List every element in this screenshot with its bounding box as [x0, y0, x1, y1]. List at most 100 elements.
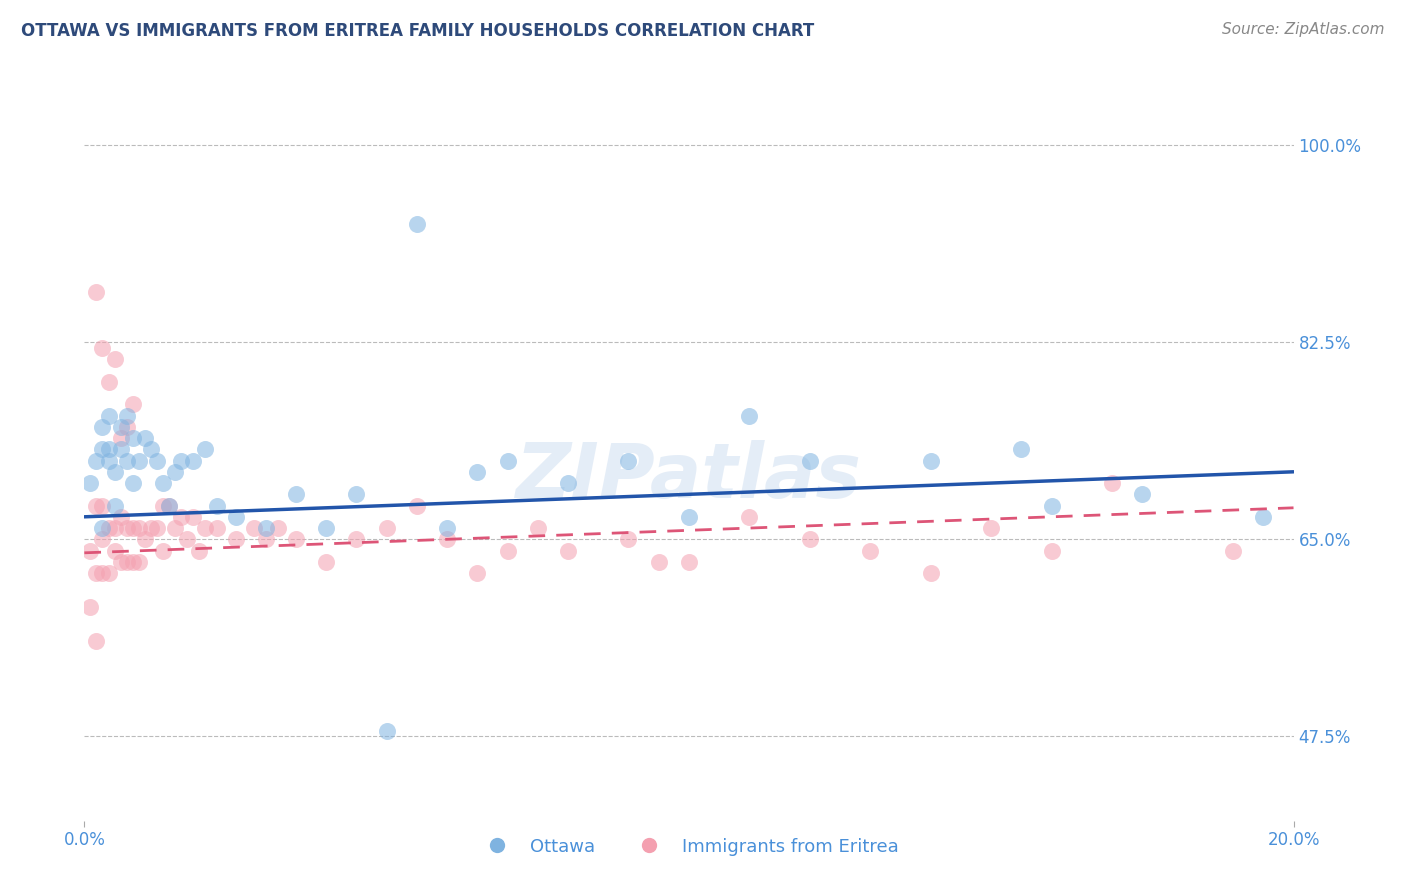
Point [110, 555, 132, 569]
Point [86, 566, 108, 580]
Point [1040, 499, 1063, 513]
Point [285, 487, 308, 501]
Point [496, 453, 519, 467]
Point [285, 533, 308, 547]
Point [139, 521, 162, 535]
Point [436, 521, 458, 535]
Point [139, 442, 162, 457]
Point [617, 453, 640, 467]
Point [738, 409, 761, 423]
Point [157, 499, 180, 513]
Point [375, 723, 398, 738]
Point [146, 453, 169, 467]
Point [436, 533, 458, 547]
Point [91, 521, 114, 535]
Point [557, 476, 579, 491]
Point [315, 555, 337, 569]
Point [799, 533, 821, 547]
Point [1130, 487, 1153, 501]
Text: ZIPatlas: ZIPatlas [516, 440, 862, 514]
Point [170, 453, 193, 467]
Point [207, 499, 229, 513]
Point [152, 543, 174, 558]
Point [254, 521, 277, 535]
Point [1222, 543, 1244, 558]
Point [91, 419, 114, 434]
Point [648, 555, 671, 569]
Point [165, 521, 187, 535]
Point [115, 555, 138, 569]
Point [110, 442, 132, 457]
Point [315, 521, 337, 535]
Point [128, 521, 150, 535]
Point [79, 599, 101, 614]
Point [188, 543, 211, 558]
Point [104, 499, 127, 513]
Point [254, 533, 277, 547]
Point [104, 465, 127, 479]
Point [104, 521, 127, 535]
Point [799, 453, 821, 467]
Point [86, 499, 108, 513]
Point [97, 566, 120, 580]
Point [86, 285, 108, 299]
Text: Source: ZipAtlas.com: Source: ZipAtlas.com [1222, 22, 1385, 37]
Point [406, 217, 429, 231]
Point [1011, 442, 1033, 457]
Point [225, 533, 247, 547]
Point [346, 487, 368, 501]
Point [121, 397, 143, 411]
Point [128, 555, 150, 569]
Point [121, 555, 143, 569]
Point [375, 521, 398, 535]
Point [79, 476, 101, 491]
Point [91, 442, 114, 457]
Point [467, 566, 489, 580]
Point [527, 521, 550, 535]
Point [97, 442, 120, 457]
Point [91, 499, 114, 513]
Point [91, 566, 114, 580]
Text: OTTAWA VS IMMIGRANTS FROM ERITREA FAMILY HOUSEHOLDS CORRELATION CHART: OTTAWA VS IMMIGRANTS FROM ERITREA FAMILY… [21, 22, 814, 40]
Point [346, 533, 368, 547]
Point [97, 375, 120, 389]
Point [110, 431, 132, 445]
Point [115, 409, 138, 423]
Point [194, 442, 217, 457]
Point [557, 543, 579, 558]
Point [152, 499, 174, 513]
Point [79, 543, 101, 558]
Point [110, 419, 132, 434]
Point [859, 543, 882, 558]
Point [128, 453, 150, 467]
Point [170, 509, 193, 524]
Point [104, 543, 127, 558]
Point [738, 509, 761, 524]
Point [146, 521, 169, 535]
Point [920, 453, 942, 467]
Point [1101, 476, 1123, 491]
Point [181, 453, 204, 467]
Point [115, 453, 138, 467]
Point [176, 533, 198, 547]
Point [134, 431, 156, 445]
Point [267, 521, 290, 535]
Point [165, 465, 187, 479]
Point [97, 453, 120, 467]
Point [97, 409, 120, 423]
Point [115, 521, 138, 535]
Point [104, 352, 127, 367]
Point [152, 476, 174, 491]
Point [617, 533, 640, 547]
Point [181, 509, 204, 524]
Point [1040, 543, 1063, 558]
Point [920, 566, 942, 580]
Point [225, 509, 247, 524]
Point [91, 533, 114, 547]
Point [678, 509, 700, 524]
Legend: Ottawa, Immigrants from Eritrea: Ottawa, Immigrants from Eritrea [472, 830, 905, 863]
Point [496, 543, 519, 558]
Point [406, 499, 429, 513]
Point [1253, 509, 1275, 524]
Point [678, 555, 700, 569]
